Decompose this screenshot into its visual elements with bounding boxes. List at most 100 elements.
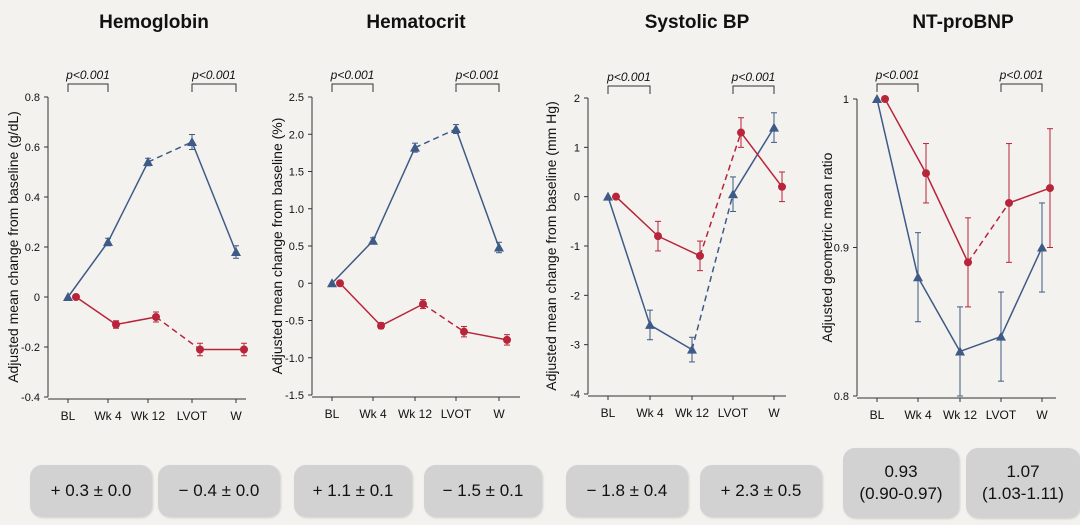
hemoglobin-red-point [112,320,120,329]
badge-hemoglobin-right: − 0.4 ± 0.0 [158,465,280,517]
ntprobnp-red-point [922,169,930,178]
ntprobnp-blue-segment [959,335,1002,353]
hematocrit-red-segment [380,303,424,327]
ntprobnp-ytick-label: 1 [843,94,849,106]
systolic-bp-xtick-label: Wk 4 [636,406,664,420]
hemoglobin-ytick-label: 0.8 [25,92,40,104]
ntprobnp-red-segment [967,202,1010,263]
ntprobnp-blue-point [913,272,923,282]
hemoglobin-xtick-label: BL [61,409,76,423]
systolic-bp-red-point [612,192,620,201]
ntprobnp-blue-point [996,331,1006,341]
hemoglobin-red-segment [75,296,117,326]
ntprobnp-pvalue: p<0.001 [999,68,1044,82]
ntprobnp-ytick-label: 0.9 [834,243,849,255]
ntprobnp-pvalue: p<0.001 [875,68,920,82]
hematocrit-blue-segment [372,147,416,242]
badge-systolic-left: − 1.8 ± 0.4 [566,465,688,517]
hematocrit-blue-point [368,235,378,245]
ntprobnp-blue-segment [917,276,961,352]
hemoglobin-blue-segment [67,241,109,298]
chart-figure: Hemoglobin Adjusted mean change from base… [5,12,1056,423]
systolic-bp-title: Systolic BP [645,12,750,33]
systolic-bp-red-segment [740,132,783,188]
hemoglobin-xtick-label: W [230,409,242,423]
hemoglobin-blue-segment [107,161,149,243]
hematocrit-blue-point [327,278,337,288]
hemoglobin-xtick-label: LVOT [177,409,208,423]
ntprobnp-xtick-label: Wk 12 [943,408,977,422]
ntprobnp-red-segment [925,172,969,263]
hematocrit-bracket [331,83,374,92]
hematocrit-xtick-label: LVOT [441,407,472,421]
hematocrit-red-segment [463,330,508,341]
hematocrit-red-segment [422,303,465,333]
hemoglobin-ytick-label: 0 [34,292,40,304]
badge-ntprobnp-right: 1.07 (1.03-1.11) [966,448,1080,518]
systolic-bp-bracket [732,85,775,94]
hemoglobin-xtick-label: Wk 12 [131,409,165,423]
hematocrit-ytick-label: 1.0 [289,204,304,216]
hematocrit-blue-segment [414,128,457,149]
hematocrit-xtick-label: W [493,407,505,421]
hemoglobin-blue-segment [147,141,193,163]
hematocrit-ytick-label: -1.0 [285,353,304,365]
systolic-bp-red-point [654,232,662,241]
hematocrit-red-point [377,321,385,330]
hemoglobin-red-point [72,293,80,301]
ntprobnp-red-segment [1008,187,1051,204]
ntprobnp-title: NT-proBNP [912,12,1014,33]
badge-hematocrit-right: − 1.5 ± 0.1 [424,465,542,517]
systolic-bp-blue-point [687,344,697,354]
hematocrit-pvalue: p<0.001 [330,68,375,82]
systolic-bp-red-segment [699,132,742,257]
ntprobnp-blue-point [1037,242,1047,252]
systolic-bp-blue-point [603,191,613,201]
systolic-bp-red-point [737,128,745,137]
systolic-bp-ytick-label: 1 [574,142,580,154]
hemoglobin-xtick-label: Wk 4 [94,409,122,423]
hematocrit-xtick-label: Wk 4 [359,407,387,421]
systolic-bp-blue-segment [732,127,775,195]
systolic-bp-ytick-label: -2 [570,290,580,302]
ntprobnp-red-point [881,95,889,103]
hemoglobin-bracket [67,83,109,92]
hemoglobin-ytick-label: -0.2 [21,342,40,354]
systolic-bp-red-point [696,251,704,260]
systolic-bp-xtick-label: LVOT [718,406,749,420]
systolic-bp-ytick-label: -3 [570,340,580,352]
hematocrit-blue-point [410,142,420,152]
hematocrit-ytick-label: 2.5 [289,92,304,104]
hemoglobin-bracket [191,83,237,92]
hemoglobin-red-segment [115,316,157,326]
hematocrit-title: Hematocrit [366,12,466,33]
hemoglobin-red-segment [155,316,201,351]
hemoglobin-blue-segment [191,141,237,253]
systolic-bp-red-segment [615,196,659,237]
systolic-bp-red-point [778,182,786,191]
ntprobnp-blue-point [872,94,882,103]
systolic-bp-ytick-label: 2 [574,93,580,105]
systolic-bp-blue-segment [607,196,651,326]
hematocrit-blue-point [451,124,461,134]
hematocrit-red-point [419,300,427,309]
badge-systolic-right: + 2.3 ± 0.5 [700,465,822,517]
badge-hematocrit-left: + 1.1 ± 0.1 [294,465,412,517]
hematocrit-red-segment [339,282,382,327]
hematocrit-red-point [336,279,344,288]
hemoglobin-red-point [196,345,204,354]
hematocrit-ytick-label: 2.0 [289,129,304,141]
ntprobnp-xtick-label: LVOT [986,408,1017,422]
hematocrit-ytick-label: -0.5 [285,316,304,328]
ntprobnp-blue-segment [876,98,919,278]
ntprobnp-red-point [1005,198,1013,207]
hemoglobin-ytick-label: 0.2 [25,242,40,254]
hematocrit-red-point [460,327,468,336]
badge-hemoglobin-left: + 0.3 ± 0.0 [30,465,152,517]
hemoglobin-ylabel: Adjusted mean change from baseline (g/dL… [5,111,21,383]
ntprobnp-red-segment [884,98,927,174]
systolic-bp-xtick-label: Wk 12 [675,406,709,420]
systolic-bp-pvalue: p<0.001 [731,70,776,84]
hemoglobin-ytick-label: 0.6 [25,142,40,154]
systolic-bp-xtick-label: BL [601,406,616,420]
